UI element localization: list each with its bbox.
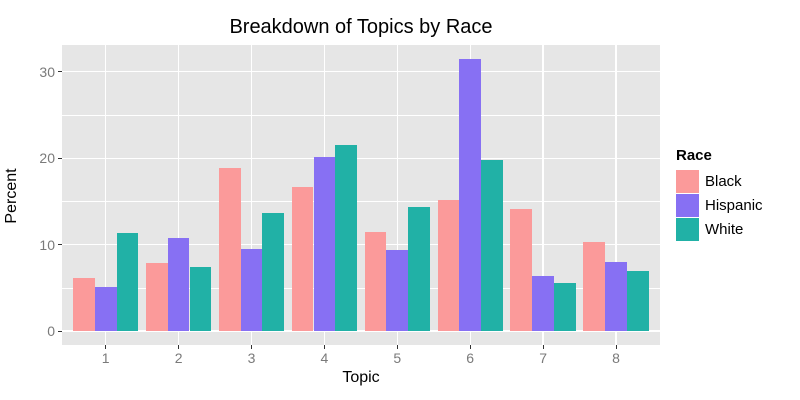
legend-item-label: White (705, 221, 744, 238)
y-axis-title: Percent (3, 168, 20, 224)
bar-black-topic-6 (437, 199, 460, 332)
legend-item-white: White (676, 218, 763, 241)
legend-item-hispanic: Hispanic (676, 194, 763, 217)
bar-hispanic-topic-2 (167, 237, 190, 332)
gridline-major-vertical (177, 45, 180, 345)
bar-hispanic-topic-6 (459, 58, 482, 332)
y-axis-tick (58, 330, 62, 332)
x-axis-tick (178, 345, 180, 349)
plot-panel (62, 45, 660, 345)
y-axis-tick (58, 71, 62, 73)
x-axis-tick (396, 345, 398, 349)
y-tick-label: 20 (39, 150, 55, 167)
y-axis-tick (58, 244, 62, 246)
legend-items: Black Hispanic White (676, 170, 763, 241)
legend-key-swatch (676, 170, 699, 193)
gridline-major-horizontal (62, 244, 660, 246)
gridline-minor-horizontal (62, 114, 660, 116)
bar-white-topic-4 (335, 145, 358, 332)
gridline-major-vertical (615, 45, 617, 345)
gridline-major-vertical (250, 45, 253, 345)
gridline-major-vertical (396, 45, 398, 345)
bar-black-topic-4 (291, 186, 314, 332)
bar-hispanic-topic-7 (532, 275, 554, 332)
bar-hispanic-topic-1 (94, 287, 117, 332)
gridline-major-vertical (105, 45, 107, 345)
x-tick-label: 1 (101, 350, 110, 366)
y-tick-label: 10 (39, 236, 55, 253)
bar-hispanic-topic-5 (386, 249, 409, 332)
bar-white-topic-2 (189, 267, 212, 332)
bar-black-topic-3 (218, 167, 241, 332)
bar-hispanic-topic-4 (313, 156, 336, 332)
legend-item-black: Black (676, 170, 763, 193)
bar-black-topic-7 (510, 209, 533, 332)
gridline-minor-horizontal (62, 201, 660, 202)
x-tick-label: 3 (247, 350, 256, 366)
x-axis-title: Topic (342, 369, 380, 386)
legend-item-label: Hispanic (705, 197, 763, 214)
bar-white-topic-1 (116, 233, 139, 332)
bar-white-topic-3 (262, 212, 285, 332)
x-tick-label: 7 (539, 350, 547, 366)
bar-black-topic-8 (583, 242, 606, 332)
gridline-major-vertical (542, 45, 544, 345)
gridline-major-horizontal (62, 157, 660, 159)
gridline-minor-horizontal (62, 287, 660, 289)
x-tick-label: 6 (466, 350, 475, 366)
bar-black-topic-2 (145, 262, 168, 332)
x-axis-tick (105, 345, 107, 349)
chart-title: Breakdown of Topics by Race (229, 16, 493, 38)
x-axis-tick (469, 345, 471, 349)
x-axis-tick (542, 345, 544, 349)
x-axis-tick (323, 345, 325, 349)
legend-item-label: Black (705, 173, 742, 190)
legend-key-swatch (676, 218, 699, 241)
bar-black-topic-5 (364, 231, 387, 332)
x-tick-label: 4 (320, 350, 329, 366)
x-tick-label: 8 (612, 350, 620, 366)
y-tick-label: 30 (39, 63, 55, 80)
bar-white-topic-8 (626, 270, 649, 332)
bar-white-topic-6 (481, 159, 503, 332)
legend-key-swatch (676, 194, 699, 217)
x-tick-label: 5 (393, 350, 402, 366)
gridline-major-horizontal (62, 71, 660, 73)
x-tick-label: 2 (174, 350, 183, 366)
bar-white-topic-5 (408, 206, 430, 332)
x-axis-tick (615, 345, 617, 349)
bar-hispanic-topic-3 (240, 249, 263, 332)
y-axis-tick (58, 157, 62, 159)
legend-title: Race (676, 147, 712, 164)
legend: Race Black Hispanic White (676, 147, 763, 242)
x-axis-tick (251, 345, 252, 349)
bar-hispanic-topic-8 (605, 262, 627, 332)
y-tick-label: 0 (47, 323, 55, 340)
bar-black-topic-1 (73, 278, 95, 332)
bar-white-topic-7 (554, 282, 576, 332)
gridline-major-horizontal (62, 330, 660, 332)
